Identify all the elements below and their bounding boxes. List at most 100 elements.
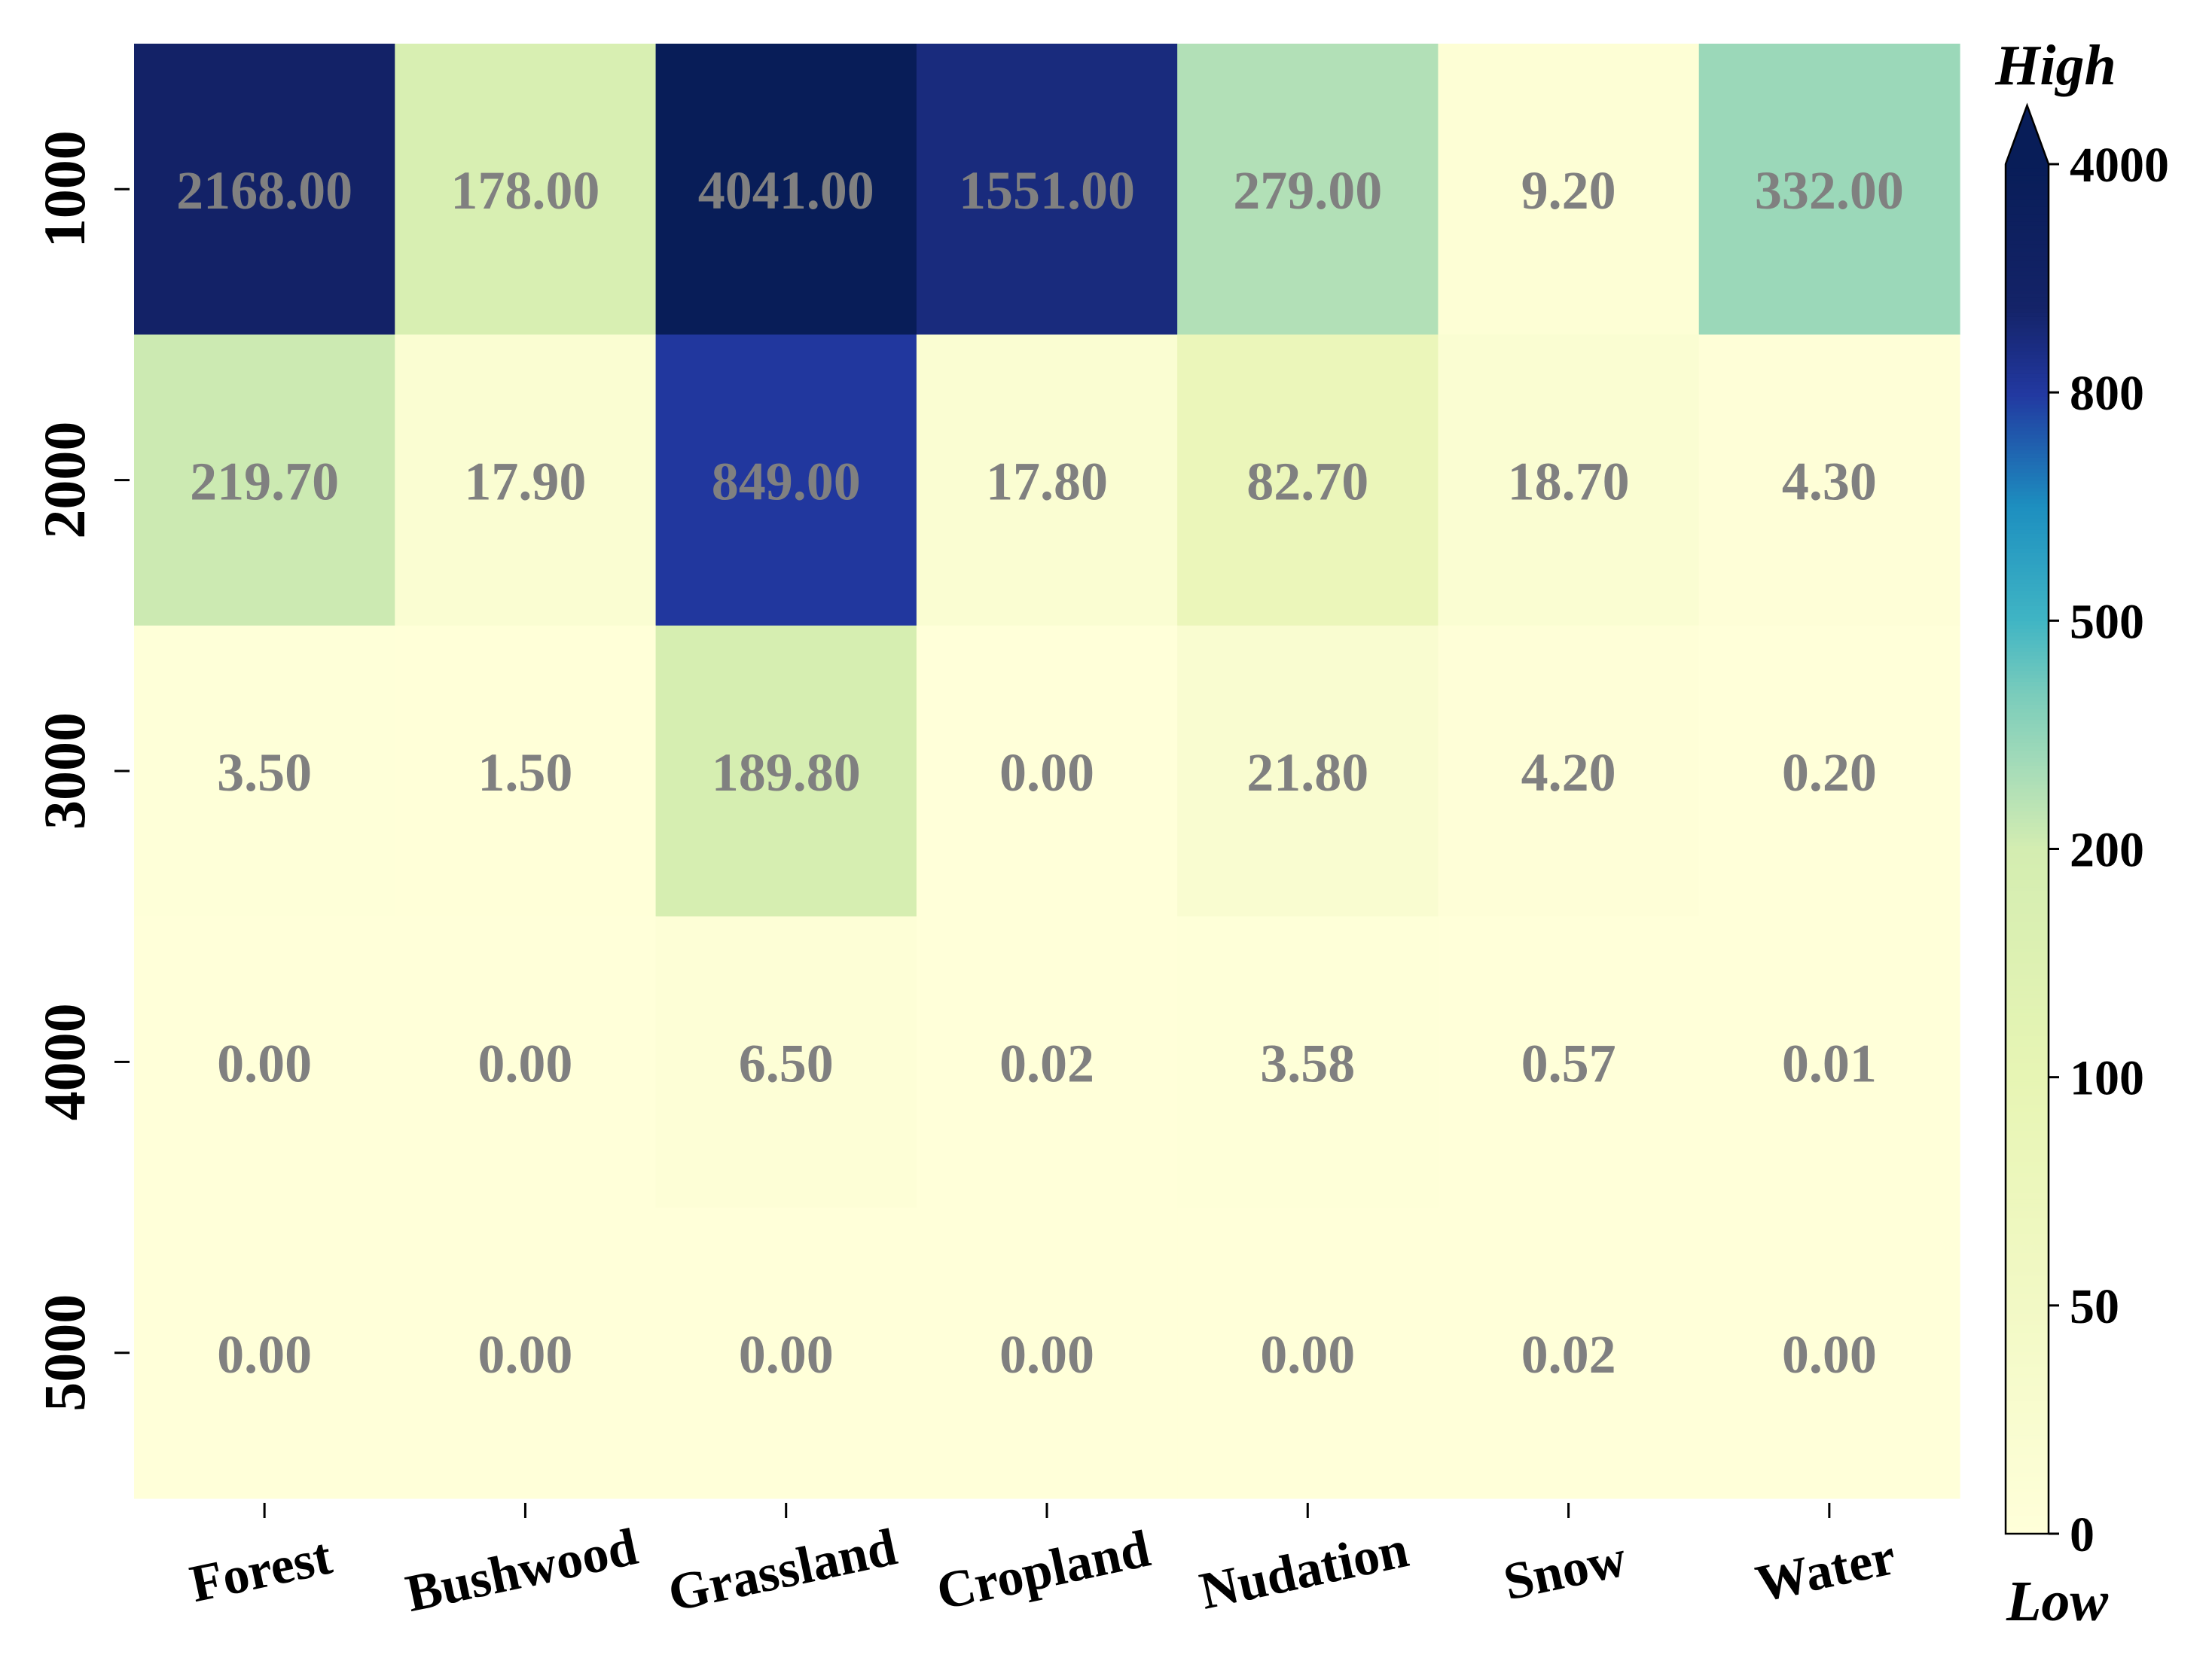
colorbar-slice [2006,168,2049,172]
colorbar-slice [2006,788,2049,793]
cell-value-label: 0.01 [1782,1033,1877,1093]
colorbar-slice [2006,255,2049,261]
colorbar-slice [2006,693,2049,698]
colorbar-slice [2006,704,2049,709]
colorbar-slice [2006,411,2049,416]
colorbar-slice [2006,209,2049,215]
colorbar-slice [2006,1088,2049,1093]
colorbar-slice [2006,761,2049,766]
colorbar-slice [2006,1495,2049,1501]
colorbar-slice [2006,1195,2049,1200]
colorbar-slice [2006,624,2049,629]
colorbar-slice [2006,556,2049,561]
heatmap-cell-5000-cropland [916,1207,1178,1499]
colorbar-slice [2006,331,2049,337]
colorbar-slice [2006,320,2049,325]
colorbar-slice [2006,989,2049,995]
colorbar-slice [2006,1408,2049,1413]
colorbar-slice [2006,913,2049,919]
colorbar-slice [2006,465,2049,470]
colorbar-slice [2006,1518,2049,1523]
colorbar-slice [2006,259,2049,264]
colorbar-slice [2006,894,2049,899]
colorbar-slice [2006,1256,2049,1260]
heatmap-cell-3000-nudation [1177,625,1439,917]
colorbar-slice [2006,1442,2049,1447]
colorbar-slice [2006,963,2049,968]
colorbar-slice [2006,526,2049,530]
colorbar-slice [2006,240,2049,245]
colorbar-slice [2006,1084,2049,1089]
colorbar-slice [2006,1297,2049,1303]
cell-value-label: 332.00 [1755,160,1904,221]
heatmap-cell-3000-water [1698,625,1960,917]
colorbar-slice [2006,891,2049,895]
colorbar-slice [2006,190,2049,196]
colorbar-slice [2006,376,2049,382]
colorbar-slice [2006,1286,2049,1291]
colorbar-slice [2006,1260,2049,1265]
colorbar-slice [2006,415,2049,420]
colorbar-slice [2006,476,2049,481]
colorbar-slice [2006,164,2049,169]
colorbar-slice [2006,727,2049,732]
colorbar-slice [2006,297,2049,302]
colorbar-slice [2006,784,2049,789]
colorbar-slice [2006,521,2049,526]
colorbar-slice [2006,206,2049,211]
heatmap-cell-3000-forest [134,625,395,917]
cell-value-label: 1.50 [477,742,572,803]
colorbar-slice [2006,1514,2049,1519]
colorbar-slice [2006,651,2049,656]
colorbar-slice [2006,940,2049,945]
colorbar-slice [2006,993,2049,998]
colorbar-slice [2006,1457,2049,1462]
colorbar-slice [2006,1438,2049,1443]
colorbar-slice [2006,658,2049,663]
colorbar-slice [2006,468,2049,474]
colorbar-slice [2006,270,2049,276]
cell-value-label: 18.70 [1508,452,1630,512]
x-tick-label-nudation: Nudation [1195,1520,1414,1621]
colorbar-slice [2006,1381,2049,1386]
colorbar-slice [2006,293,2049,298]
heatmap-cell-5000-water [1698,1207,1960,1499]
y-axis: 1000 2000 3000 4000 5000 [32,130,130,1412]
colorbar-slice [2006,312,2049,317]
colorbar-slice [2006,879,2049,884]
colorbar-slice [2006,791,2049,797]
colorbar-slice [2006,773,2049,778]
heatmap-cell-2000-snow [1438,334,1700,626]
colorbar-slice [2006,1153,2049,1158]
colorbar-slice [2006,1465,2049,1470]
colorbar-slice [2006,263,2049,268]
colorbar-low-label: Low [2006,1570,2108,1633]
colorbar-slice [2006,1119,2049,1124]
colorbar-slice [2006,776,2049,782]
colorbar-slice [2006,1400,2049,1406]
colorbar-slice [2006,563,2049,568]
colorbar-slice [2006,1446,2049,1451]
colorbar-slice [2006,1404,2049,1409]
colorbar-slice [2006,461,2049,465]
colorbar-slice [2006,833,2049,839]
colorbar-slice [2006,689,2049,694]
colorbar: 0 50 100 200 500 800 4000 High Low [1994,34,2169,1633]
colorbar-slice [2006,202,2049,207]
cell-value-label: 0.02 [999,1033,1094,1093]
colorbar-slice [2006,236,2049,241]
colorbar-slice [2006,906,2049,911]
colorbar-slice [2006,1393,2049,1397]
colorbar-slice [2006,856,2049,861]
colorbar-slice [2006,1355,2049,1360]
colorbar-slice [2006,632,2049,637]
heatmap-cell-5000-bushwood [395,1207,657,1499]
colorbar-slice [2006,304,2049,309]
cell-value-label: 17.90 [464,452,586,512]
heatmap-cell-4000-snow [1438,916,1700,1208]
colorbar-slice [2006,487,2049,492]
colorbar-slice [2006,815,2049,819]
colorbar-slice [2006,324,2049,329]
heatmap-cell-1000-cropland [916,44,1178,335]
colorbar-slice [2006,472,2049,477]
